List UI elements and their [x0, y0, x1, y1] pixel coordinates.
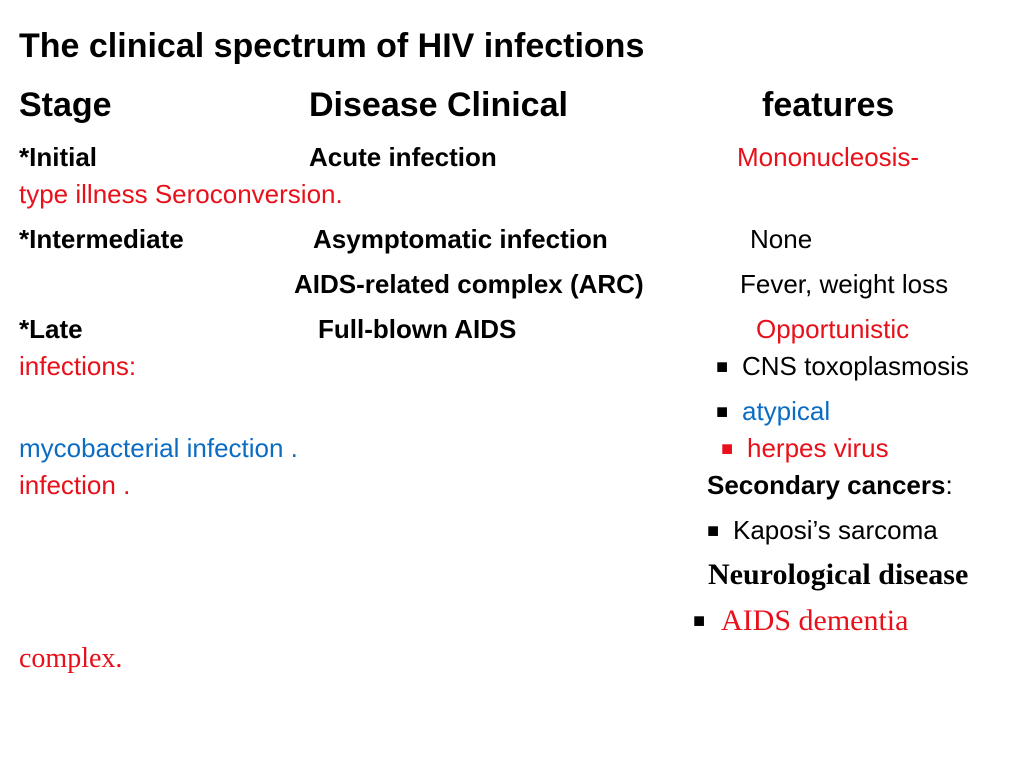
secondary-cancers-colon: :: [945, 470, 953, 500]
feature-mononucleosis: Mononucleosis-: [737, 142, 920, 172]
bullet-square-icon: ■: [716, 356, 729, 378]
bullet-square-icon: ■: [721, 438, 734, 460]
feature-none: None: [750, 224, 813, 254]
header-stage: Stage: [19, 86, 112, 124]
feature-seroconversion: type illness Seroconversion.: [19, 179, 343, 209]
secondary-cancers-label: Secondary cancers: [707, 470, 946, 500]
feature-secondary-cancers: Secondary cancers:: [707, 472, 953, 498]
feature-infections-label: infections:: [19, 351, 137, 381]
disease-full-blown-aids: Full-blown AIDS: [318, 314, 517, 344]
feature-atypical: atypical: [742, 396, 831, 426]
feature-opportunistic: Opportunistic: [756, 314, 910, 344]
feature-herpes-infection: infection .: [19, 470, 131, 500]
stage-initial: *Initial: [19, 142, 98, 172]
feature-fever-weight-loss: Fever, weight loss: [740, 269, 949, 299]
disease-asymptomatic-infection: Asymptomatic infection: [313, 224, 608, 254]
feature-herpes-virus: herpes virus: [747, 433, 889, 463]
bullet-square-icon: ■: [707, 520, 720, 542]
feature-aids-dementia: AIDS dementia: [721, 604, 909, 637]
stage-intermediate: *Intermediate: [19, 224, 184, 254]
bullet-square-icon: ■: [716, 401, 729, 423]
disease-arc: AIDS-related complex (ARC): [294, 269, 644, 299]
header-disease-clinical: Disease Clinical: [309, 86, 568, 124]
header-features: features: [762, 86, 895, 124]
slide-title: The clinical spectrum of HIV infections: [19, 27, 645, 65]
feature-kaposi-sarcoma: Kaposi’s sarcoma: [733, 515, 938, 545]
stage-late: *Late: [19, 314, 83, 344]
bullet-square-icon: ■: [693, 610, 706, 632]
disease-acute-infection: Acute infection: [309, 142, 497, 172]
feature-neurological-disease: Neurological disease: [708, 558, 969, 591]
feature-mycobacterial-infection: mycobacterial infection .: [19, 433, 298, 463]
feature-aids-dementia-complex: complex.: [19, 643, 123, 674]
feature-cns-toxoplasmosis: CNS toxoplasmosis: [742, 351, 969, 381]
